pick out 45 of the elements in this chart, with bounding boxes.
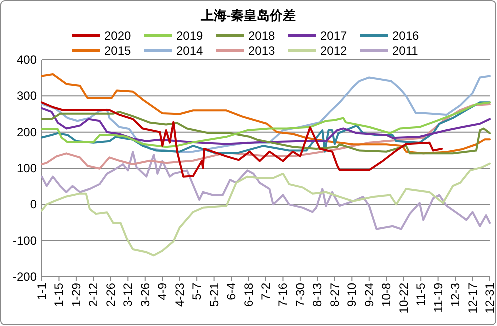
legend-label: 2019 (176, 29, 204, 43)
x-tick-label: 12-3 (448, 282, 463, 308)
y-tick-label: -100 (12, 234, 38, 248)
x-tick-label: 9-10 (345, 282, 360, 308)
x-tick-label: 5-7 (190, 282, 204, 300)
x-tick-label: 5-21 (207, 282, 222, 308)
legend-label: 2012 (320, 44, 348, 58)
y-tick-label: 0 (30, 198, 38, 212)
x-tick-label: 7-2 (259, 282, 273, 300)
x-tick-label: 9-24 (362, 282, 376, 308)
x-tick-label: 4-23 (172, 282, 187, 308)
y-tick-label: -200 (12, 270, 38, 284)
x-tick-label: 8-27 (328, 282, 342, 308)
y-tick-label: 200 (16, 125, 38, 140)
x-tick-label: 11-5 (414, 282, 428, 306)
legend-label: 2014 (176, 44, 204, 58)
legend-label: 2016 (392, 29, 420, 43)
x-tick-label: 7-30 (293, 282, 308, 308)
x-tick-label: 2-12 (86, 282, 101, 308)
x-tick-label: 12-17 (466, 282, 480, 314)
legend-label: 2018 (248, 29, 276, 43)
y-tick-label: 300 (16, 89, 38, 104)
x-tick-label: 7-16 (276, 282, 290, 308)
x-tick-label: 4-9 (156, 282, 170, 300)
y-tick-label: 400 (16, 53, 38, 67)
legend-label: 2011 (392, 44, 419, 58)
x-tick-label: 10-8 (380, 282, 394, 308)
x-tick-label: 3-12 (121, 282, 136, 308)
legend-label: 2020 (104, 29, 132, 43)
x-tick-label: 1-1 (35, 282, 49, 300)
legend-label: 2015 (104, 44, 132, 58)
y-tick-label: 100 (16, 162, 38, 176)
legend-label: 2017 (320, 29, 348, 43)
x-tick-label: 8-13 (310, 282, 325, 308)
x-tick-label: 2-26 (104, 282, 118, 308)
x-tick-label: 10-22 (396, 282, 411, 314)
x-tick-label: 1-15 (52, 282, 66, 308)
x-tick-label: 6-18 (242, 282, 256, 308)
x-tick-label: 6-4 (224, 282, 239, 300)
x-tick-label: 3-26 (138, 282, 152, 308)
x-tick-label: 11-19 (431, 282, 446, 313)
legend-label: 2013 (248, 44, 276, 58)
x-tick-label: 1-29 (69, 282, 84, 308)
x-tick-label: 12-31 (483, 282, 497, 314)
title: 上海-秦皇岛价差 (200, 8, 296, 23)
